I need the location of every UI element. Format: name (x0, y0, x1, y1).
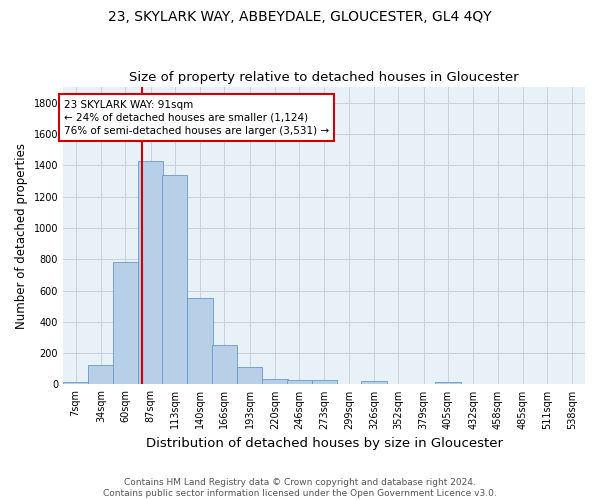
Bar (113, 262, 138, 384)
Title: Size of property relative to detached houses in Gloucester: Size of property relative to detached ho… (129, 72, 519, 85)
X-axis label: Distribution of detached houses by size in Gloucester: Distribution of detached houses by size … (146, 437, 503, 450)
Text: 23, SKYLARK WAY, ABBEYDALE, GLOUCESTER, GL4 4QY: 23, SKYLARK WAY, ABBEYDALE, GLOUCESTER, … (108, 10, 492, 24)
Bar (287, 380, 312, 384)
Bar (212, 346, 237, 385)
Bar (436, 382, 461, 384)
Bar (63, 382, 88, 384)
Bar (88, 365, 113, 384)
Text: Contains HM Land Registry data © Crown copyright and database right 2024.
Contai: Contains HM Land Registry data © Crown c… (103, 478, 497, 498)
Y-axis label: Number of detached properties: Number of detached properties (15, 142, 28, 328)
Bar (262, 379, 287, 384)
Bar (361, 382, 386, 384)
Bar (237, 367, 262, 384)
Bar (187, 298, 213, 384)
Bar (138, 160, 163, 384)
Bar (162, 174, 187, 384)
Text: 23 SKYLARK WAY: 91sqm
← 24% of detached houses are smaller (1,124)
76% of semi-d: 23 SKYLARK WAY: 91sqm ← 24% of detached … (64, 100, 329, 136)
Bar (312, 380, 337, 384)
